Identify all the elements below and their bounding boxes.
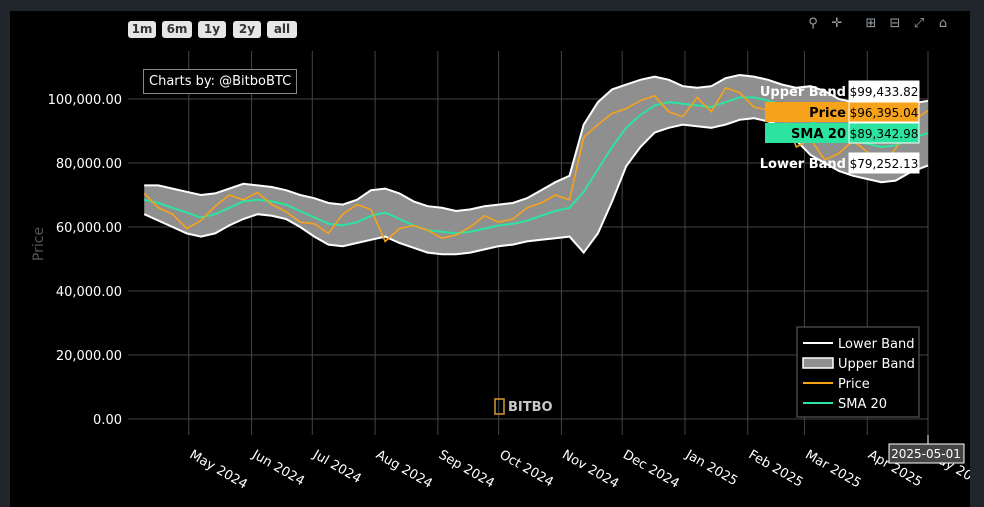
chart-container: 0.00 20,000.00 40,000.00 60,000.00 80,000.00… <box>10 11 970 507</box>
legend[interactable]: Lower Band Upper Band Price SMA 20 <box>796 326 920 418</box>
zoom-icon[interactable]: ⚲ <box>808 16 818 31</box>
y-axis-ticks: 0.00 20,000.00 40,000.00 60,000.00 80,000.00… <box>48 93 122 428</box>
x-tick-label: Mar 2025 <box>802 447 863 491</box>
hover-value-box <box>848 122 920 144</box>
credit-label: Charts by: @BitboBTC <box>143 69 298 94</box>
y-axis-label: Price <box>31 227 47 261</box>
x-tick-label: Feb 2025 <box>746 447 806 490</box>
legend-item-label[interactable]: Price <box>838 377 870 392</box>
hover-series-name: Lower Band <box>760 157 846 172</box>
x-tick-label: Oct 2024 <box>497 447 556 490</box>
upper-band-line <box>144 73 929 213</box>
y-tick-label: 60,000.00 <box>56 221 122 236</box>
modebar: ⚲ ✛ ⊞ ⊟ ⤢ ⌂ <box>804 15 952 33</box>
band-area <box>144 75 928 255</box>
x-axis-ticks: May 2024 Jun 2024 Jul 2024 Aug 2024 Sep 2024… <box>187 447 970 493</box>
reset-axes-icon[interactable]: ⌂ <box>938 16 948 31</box>
y-tick-label: 100,000.00 <box>48 93 122 108</box>
range-button-2y[interactable]: 2y <box>233 21 261 38</box>
bollinger-chart[interactable]: 0.00 20,000.00 40,000.00 60,000.00 80,000.00… <box>10 11 970 507</box>
band-fill <box>144 75 928 255</box>
bitbo-watermark: BITBO <box>494 398 553 415</box>
legend-item-label[interactable]: Lower Band <box>838 337 914 352</box>
hover-value: $99,433.82 <box>850 85 919 99</box>
x-tick-label: Sep 2024 <box>436 447 497 491</box>
autoscale-icon[interactable]: ⤢ <box>913 16 925 31</box>
legend-item-label[interactable]: SMA 20 <box>838 397 887 412</box>
y-tick-label: 20,000.00 <box>56 349 122 364</box>
y-tick-label: 40,000.00 <box>56 285 122 300</box>
x-tick-label: Nov 2024 <box>559 447 621 491</box>
hover-labels: Upper Band $99,433.82 Price $96,395.04 SMA 2… <box>760 80 920 174</box>
hover-date-text: 2025-05-01 <box>891 447 961 461</box>
hover-value-box <box>848 80 920 102</box>
hover-series-name: Price <box>809 106 846 121</box>
range-button-all[interactable]: all <box>267 21 297 38</box>
y-tick-label: 0.00 <box>93 413 122 428</box>
hover-name-bg <box>765 123 849 143</box>
hover-label: Upper Band $99,433.82 <box>760 80 920 102</box>
x-tick-label: Aug 2024 <box>373 447 435 491</box>
range-button-6m[interactable]: 6m <box>162 21 192 38</box>
hover-label: Price $96,395.04 <box>765 101 920 123</box>
range-button-1m[interactable]: 1m <box>128 21 156 38</box>
x-tick-label: Jul 2024 <box>309 447 363 487</box>
hover-label: Lower Band $79,252.13 <box>760 152 920 174</box>
x-tick-label: Dec 2024 <box>620 447 682 491</box>
hover-value: $79,252.13 <box>850 157 919 171</box>
zoom-out-icon[interactable]: ⊟ <box>889 16 901 31</box>
x-tick-label: May 2024 <box>187 447 250 492</box>
x-tick-label: Jun 2024 <box>249 447 307 489</box>
legend-item-label[interactable]: Upper Band <box>838 357 915 372</box>
pan-icon[interactable]: ✛ <box>831 16 843 31</box>
hover-value-box <box>848 101 920 123</box>
watermark-text: BITBO <box>508 400 553 415</box>
hover-value: $89,342.98 <box>850 127 919 141</box>
hover-series-name: SMA 20 <box>791 127 846 142</box>
bitbo-logo-icon <box>494 398 505 415</box>
hover-label: SMA 20 $89,342.98 <box>765 122 920 144</box>
hover-series-name: Upper Band <box>760 85 846 100</box>
x-tick-label: Jan 2025 <box>682 447 740 489</box>
grid <box>128 51 929 435</box>
zoom-in-icon[interactable]: ⊞ <box>865 16 877 31</box>
y-tick-label: 80,000.00 <box>56 157 122 172</box>
range-button-1y[interactable]: 1y <box>198 21 226 38</box>
hover-date: 2025-05-01 <box>888 443 965 464</box>
hover-value-box <box>848 152 920 174</box>
hover-value: $96,395.04 <box>850 106 919 120</box>
legend-swatch <box>802 357 834 369</box>
hover-name-bg <box>765 102 849 122</box>
